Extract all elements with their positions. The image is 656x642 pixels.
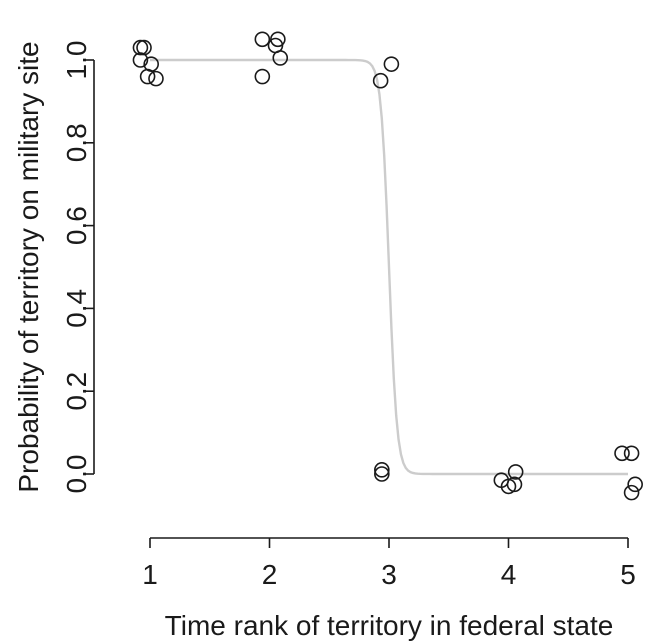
data-point [374, 462, 390, 478]
data-point [148, 70, 164, 87]
data-point [623, 484, 640, 501]
data-point [507, 464, 524, 480]
data-point [372, 72, 389, 89]
y-tick-label: 0.6 [61, 206, 92, 245]
y-axis: 0.0 0.2 0.4 0.6 0.8 1.0 Probability of territ… [13, 41, 95, 494]
x-tick-label: 3 [381, 559, 397, 590]
x-tick-label: 5 [620, 559, 636, 590]
data-points [132, 31, 643, 501]
data-point [383, 56, 400, 72]
data-point [132, 52, 149, 68]
data-point [614, 445, 630, 462]
data-point [272, 50, 289, 66]
x-tick-label: 2 [262, 559, 278, 590]
data-point [254, 68, 271, 85]
y-tick-label: 1.0 [61, 41, 92, 80]
y-tick-label: 0.4 [61, 289, 92, 328]
y-tick-label: 0.8 [61, 123, 92, 162]
x-axis: 1 2 3 4 5 Time rank of territory in federal … [142, 537, 636, 641]
x-tick-label: 4 [501, 559, 517, 590]
data-point [623, 445, 640, 462]
y-tick-label: 0.2 [61, 372, 92, 411]
data-point [374, 466, 390, 482]
data-point [139, 68, 156, 85]
data-point [132, 39, 149, 56]
y-tick-label: 0.0 [61, 455, 92, 494]
x-axis-title: Time rank of territory in federal state [165, 610, 614, 641]
data-point [627, 476, 643, 493]
fitted-curve [150, 58, 628, 476]
data-point [500, 478, 517, 495]
x-tick-label: 1 [142, 559, 158, 590]
data-point [254, 31, 271, 48]
y-axis-title: Probability of territory on military sit… [13, 41, 44, 492]
